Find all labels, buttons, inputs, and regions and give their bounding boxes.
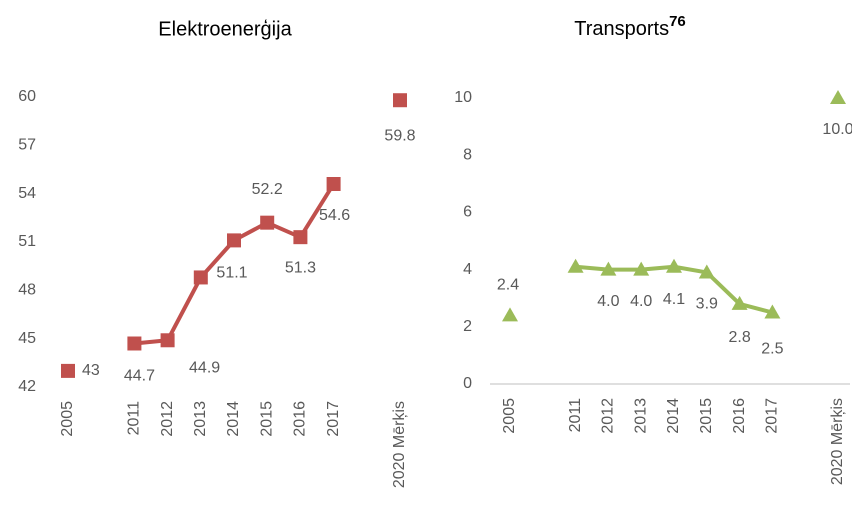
marker <box>764 304 781 319</box>
y-tick-label: 8 <box>463 146 472 163</box>
y-tick-label: 42 <box>18 378 36 395</box>
x-tick-label: 2015 <box>698 398 715 434</box>
data-label: 4.1 <box>663 291 685 308</box>
y-tick-label: 6 <box>463 204 472 221</box>
x-tick-label: 2016 <box>292 401 309 437</box>
data-label: 4.0 <box>597 293 619 310</box>
x-tick-label: 2017 <box>764 398 781 434</box>
marker <box>698 264 715 279</box>
series-line <box>576 98 838 313</box>
marker <box>293 230 308 245</box>
y-tick-label: 10 <box>454 89 472 106</box>
data-label: 2.5 <box>761 341 783 358</box>
x-tick-label: 2016 <box>731 398 748 434</box>
x-tick-label: 2005 <box>59 401 76 437</box>
y-tick-label: 48 <box>18 282 36 299</box>
data-label: 10.0 <box>822 121 852 138</box>
x-tick-label: 2014 <box>665 398 682 434</box>
y-tick-label: 60 <box>18 88 36 105</box>
x-tick-label: 2015 <box>258 401 275 437</box>
x-tick-label: 2012 <box>159 401 176 437</box>
data-label: 52.2 <box>252 181 283 198</box>
x-tick-label: 2020 Mērķis <box>829 398 846 485</box>
y-tick-label: 4 <box>463 261 472 278</box>
y-tick-label: 54 <box>18 185 36 202</box>
y-tick-label: 51 <box>18 233 36 250</box>
x-tick-label: 2014 <box>225 401 242 437</box>
data-label: 44.9 <box>189 359 220 376</box>
data-label: 59.8 <box>384 127 415 144</box>
marker <box>502 307 518 322</box>
marker <box>393 93 407 108</box>
x-tick-label: 2013 <box>632 398 649 434</box>
data-label: 43 <box>82 362 100 379</box>
x-tick-label: 2017 <box>325 401 342 437</box>
marker <box>193 270 208 285</box>
x-tick-label: 2012 <box>600 398 617 434</box>
data-label: 51.1 <box>216 265 247 282</box>
marker <box>227 233 241 248</box>
x-tick-label: 2011 <box>126 401 143 436</box>
marker <box>160 333 175 348</box>
marker <box>830 90 846 104</box>
y-tick-label: 2 <box>463 318 472 335</box>
marker <box>633 261 650 276</box>
marker <box>567 258 584 273</box>
title-superscript: 76 <box>669 13 686 30</box>
x-tick-label: 2013 <box>192 401 209 437</box>
data-label: 3.9 <box>696 296 718 313</box>
marker <box>731 295 748 310</box>
y-tick-label: 45 <box>18 330 36 347</box>
chart-title: Transports76 <box>574 13 686 40</box>
x-tick-label: 2011 <box>567 398 584 433</box>
marker <box>326 177 341 191</box>
title-text: Transports <box>574 18 669 40</box>
marker <box>260 215 275 230</box>
y-tick-label: 57 <box>18 137 36 154</box>
data-label: 51.3 <box>285 259 316 276</box>
x-tick-label: 2020 Mērķis <box>391 401 408 488</box>
marker <box>666 258 682 273</box>
chart-title: Elektroenerģija <box>158 18 292 40</box>
data-label: 54.6 <box>319 207 350 224</box>
data-label: 2.4 <box>497 277 519 294</box>
marker <box>600 261 617 276</box>
data-label: 44.7 <box>124 368 155 385</box>
y-tick-label: 0 <box>463 375 472 392</box>
marker <box>127 336 142 351</box>
x-tick-label: 2005 <box>501 398 518 434</box>
data-label: 4.0 <box>630 293 652 310</box>
marker <box>61 363 75 378</box>
data-label: 2.8 <box>728 329 750 346</box>
